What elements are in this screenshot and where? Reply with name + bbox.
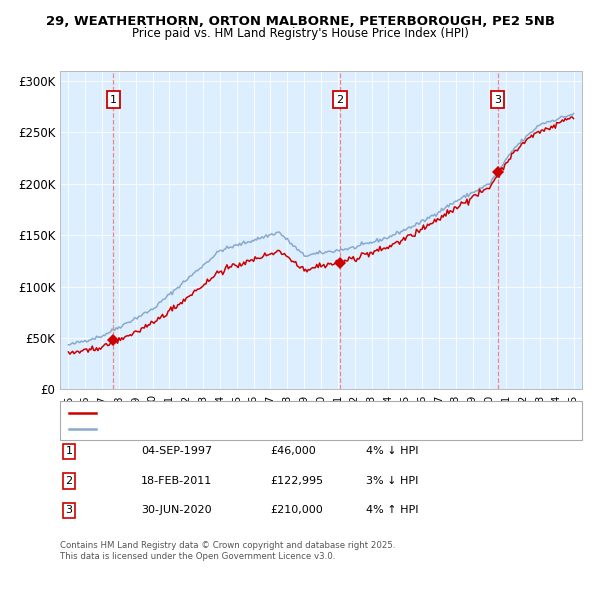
Text: 4% ↓ HPI: 4% ↓ HPI xyxy=(366,447,419,456)
Text: 2: 2 xyxy=(65,476,73,486)
Text: 29, WEATHERTHORN, ORTON MALBORNE, PETERBOROUGH, PE2 5NB: 29, WEATHERTHORN, ORTON MALBORNE, PETERB… xyxy=(46,15,554,28)
Text: This data is licensed under the Open Government Licence v3.0.: This data is licensed under the Open Gov… xyxy=(60,552,335,561)
Text: £46,000: £46,000 xyxy=(270,447,316,456)
Text: Price paid vs. HM Land Registry's House Price Index (HPI): Price paid vs. HM Land Registry's House … xyxy=(131,27,469,40)
Text: 04-SEP-1997: 04-SEP-1997 xyxy=(141,447,212,456)
Text: 29, WEATHERTHORN, ORTON MALBORNE, PETERBOROUGH, PE2 5NB (semi-detached house): 29, WEATHERTHORN, ORTON MALBORNE, PETERB… xyxy=(101,409,537,418)
Text: Contains HM Land Registry data © Crown copyright and database right 2025.: Contains HM Land Registry data © Crown c… xyxy=(60,540,395,549)
Text: HPI: Average price, semi-detached house, City of Peterborough: HPI: Average price, semi-detached house,… xyxy=(101,424,401,433)
Text: 30-JUN-2020: 30-JUN-2020 xyxy=(141,506,212,515)
Text: 3: 3 xyxy=(65,506,73,515)
Text: 4% ↑ HPI: 4% ↑ HPI xyxy=(366,506,419,515)
Text: 1: 1 xyxy=(65,447,73,456)
Text: £210,000: £210,000 xyxy=(270,506,323,515)
Text: 1: 1 xyxy=(110,94,117,104)
Text: 2: 2 xyxy=(336,94,343,104)
Text: £122,995: £122,995 xyxy=(270,476,323,486)
Text: 3: 3 xyxy=(494,94,502,104)
Text: 18-FEB-2011: 18-FEB-2011 xyxy=(141,476,212,486)
Text: 3% ↓ HPI: 3% ↓ HPI xyxy=(366,476,418,486)
